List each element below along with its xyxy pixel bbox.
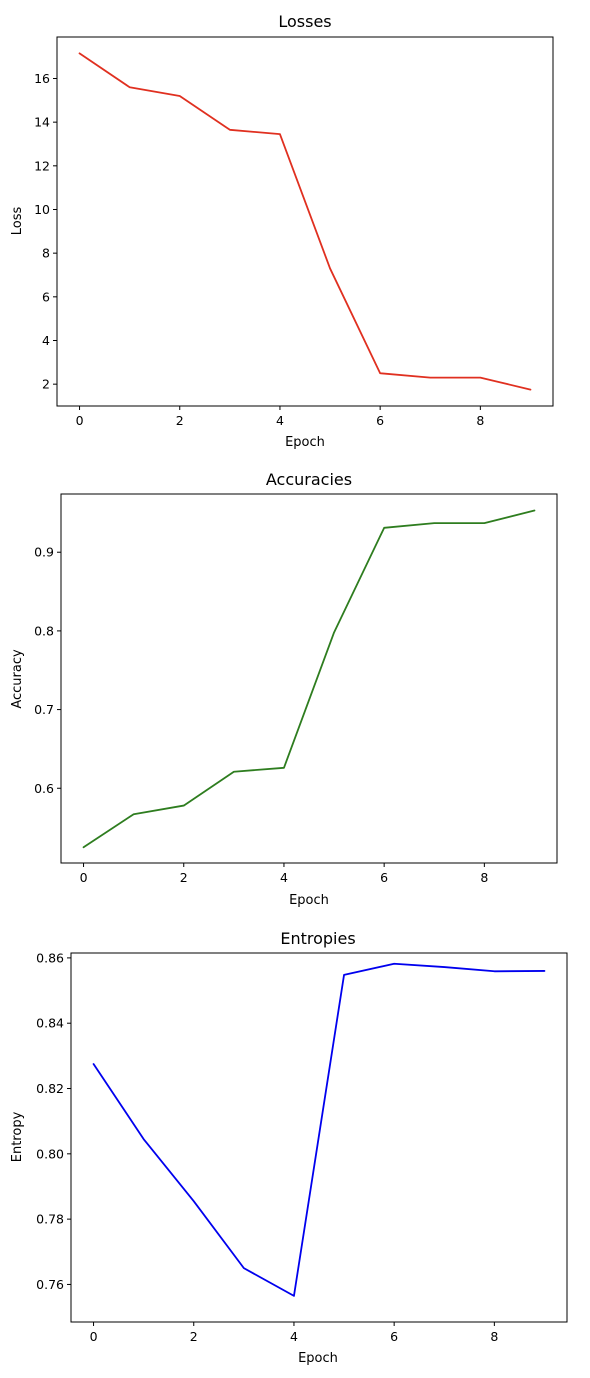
- losses-panel: Losses 0 2 4 6 8 2 4 6 8 10 12 14 16 Epoch Loss: [10, 12, 554, 450]
- losses-x-tick-label: 0: [76, 413, 84, 428]
- losses-y-tick-label: 6: [42, 289, 50, 304]
- entropies-y-tick-label: 0.86: [36, 950, 64, 965]
- losses-y-tick-label: 14: [34, 115, 50, 130]
- losses-x-tick-label: 2: [176, 413, 184, 428]
- losses-y-tick-label: 4: [42, 333, 50, 348]
- accuracies-y-tick-label: 0.8: [34, 623, 54, 638]
- accuracies-y-tick-label: 0.6: [34, 781, 54, 796]
- entropies-plot-frame: [70, 952, 568, 1323]
- entropies-ticks: 0 2 4 6 8 0.76 0.78 0.80 0.82 0.84 0.86: [36, 950, 498, 1344]
- entropies-x-tick-label: 0: [90, 1329, 98, 1344]
- losses-y-label: Loss: [10, 207, 25, 236]
- entropies-y-tick-label: 0.78: [36, 1212, 64, 1227]
- accuracies-x-tick-label: 8: [480, 870, 488, 885]
- losses-y-tick-label: 12: [34, 158, 50, 173]
- accuracies-ticks: 0 2 4 6 8 0.6 0.7 0.8 0.9: [34, 545, 488, 885]
- entropies-y-tick-label: 0.84: [36, 1016, 64, 1031]
- losses-y-tick-label: 10: [34, 202, 50, 217]
- accuracies-x-tick-label: 6: [380, 870, 388, 885]
- accuracies-panel: Accuracies 0 2 4 6 8 0.6 0.7 0.8 0.9 Epoch Accur…: [10, 470, 558, 908]
- entropies-y-tick-label: 0.76: [36, 1277, 64, 1292]
- entropies-x-tick-label: 4: [290, 1329, 298, 1344]
- entropies-x-label: Epoch: [298, 1351, 338, 1366]
- losses-x-tick-label: 4: [276, 413, 284, 428]
- losses-y-tick-label: 16: [34, 71, 50, 86]
- accuracies-x-tick-label: 4: [280, 870, 288, 885]
- entropies-x-tick-label: 2: [190, 1329, 198, 1344]
- losses-y-tick-label: 2: [42, 377, 50, 392]
- entropies-title: Entropies: [280, 929, 355, 948]
- losses-x-label: Epoch: [285, 435, 325, 450]
- entropies-panel: Entropies 0 2 4 6 80.760.780.800.820.840.86 …: [10, 929, 568, 1366]
- entropies-x-tick-label: 8: [490, 1329, 498, 1344]
- entropies-x-tick-label: 6: [390, 1329, 398, 1344]
- losses-y-tick-label: 8: [42, 246, 50, 261]
- losses-line: [78, 52, 532, 391]
- accuracies-title: Accuracies: [266, 470, 352, 489]
- losses-title: Losses: [278, 12, 331, 31]
- accuracies-y-tick-label: 0.9: [34, 545, 54, 560]
- losses-plot-frame: [56, 36, 554, 407]
- accuracies-x-tick-label: 2: [180, 870, 188, 885]
- accuracies-plot-frame: [60, 493, 558, 864]
- losses-x-tick-label: 8: [476, 413, 484, 428]
- losses-ticks: 0 2 4 6 8 2 4 6 8 10 12 14 16: [34, 71, 484, 428]
- accuracies-line: [82, 509, 536, 849]
- entropies-y-label: Entropy: [10, 1111, 25, 1162]
- accuracies-x-label: Epoch: [289, 893, 329, 908]
- entropies-line: [92, 962, 546, 1297]
- accuracies-y-label: Accuracy: [10, 649, 25, 709]
- losses-x-tick-label: 6: [376, 413, 384, 428]
- accuracies-x-tick-label: 0: [80, 870, 88, 885]
- entropies-y-tick-label: 0.82: [36, 1081, 64, 1096]
- accuracies-y-tick-label: 0.7: [34, 702, 54, 717]
- entropies-y-tick-label: 0.80: [36, 1146, 64, 1161]
